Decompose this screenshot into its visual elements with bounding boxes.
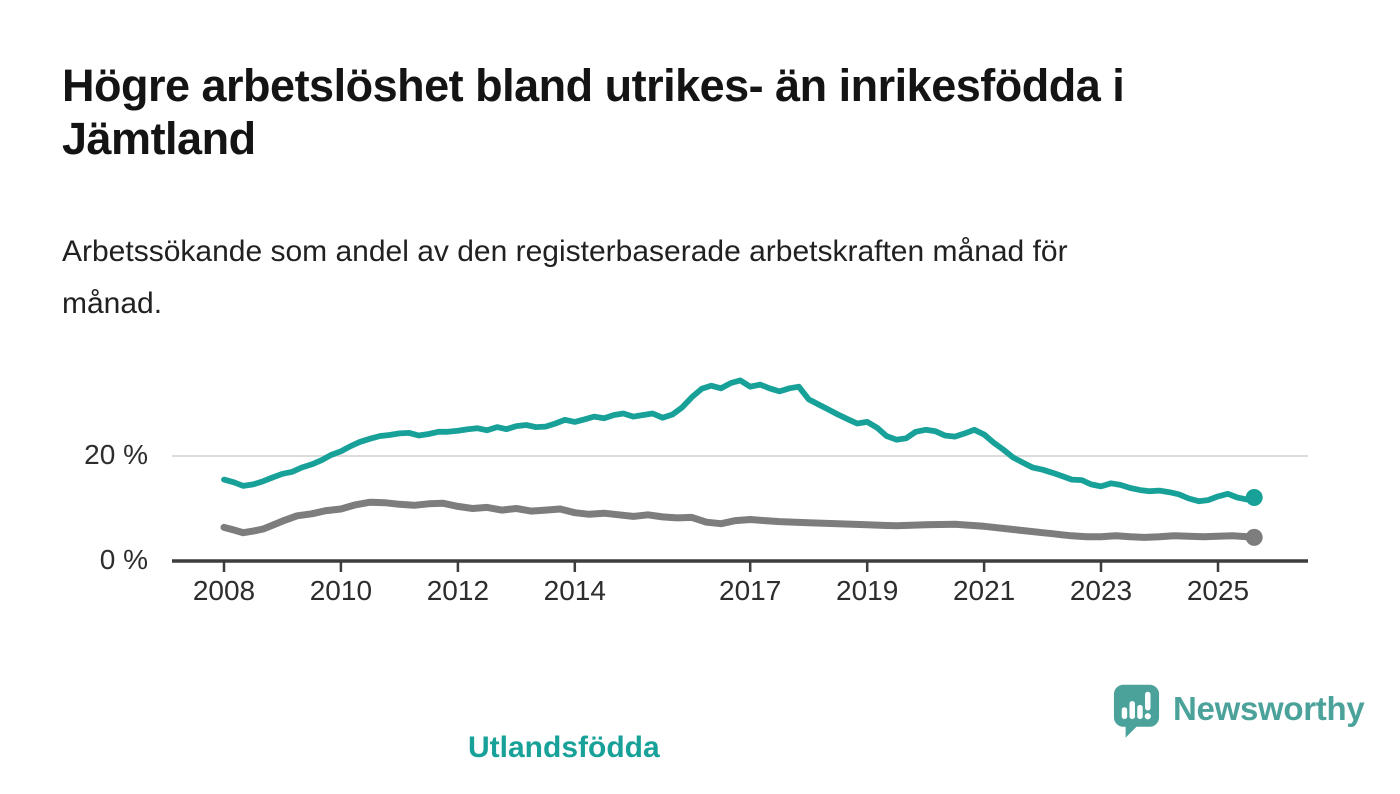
x-axis-tick-label: 2014 [543, 575, 606, 606]
newsworthy-logo-text: Newsworthy [1173, 690, 1365, 727]
newsworthy-branding: Newsworthy [1113, 684, 1365, 740]
x-axis-tick-label: 2019 [836, 575, 899, 606]
x-axis-tick-label: 2008 [192, 575, 256, 606]
chart-subtitle: Arbetssökande som andel av den registerb… [62, 235, 1068, 320]
y-axis-tick-label: 0 % [99, 544, 148, 575]
utlandsfodda-line [221, 377, 1258, 505]
logo-exclamation-dot [1144, 713, 1151, 720]
x-axis-tick-label: 2023 [1069, 575, 1133, 606]
x-axis-tick-label: 2021 [952, 575, 1016, 606]
x-axis-tick-label: 2017 [719, 575, 782, 606]
logo-bar-3 [1137, 705, 1143, 719]
y-axis-tick-label: 20 % [84, 439, 148, 470]
line-chart: 2008 2010 2012 2014 2017 2019 2021 2023 2025 0 % 2… [0, 350, 1400, 764]
x-axis-tick-label: 2010 [309, 575, 373, 606]
series-label-utlandsfodda: Utlandsfödda [468, 731, 660, 764]
logo-bar-1 [1121, 707, 1128, 719]
total-line [220, 498, 1258, 541]
total-endpoint-dot [1245, 528, 1263, 546]
x-axis-tick-label: 2025 [1186, 575, 1250, 606]
utlandsfodda-endpoint-dot [1245, 489, 1263, 506]
logo-bar-2 [1129, 701, 1135, 719]
x-axis-tick-label: 2012 [426, 575, 490, 606]
chart-title: Högre arbetslöshet bland utrikes- än inr… [62, 60, 1125, 164]
logo-exclamation-bar [1145, 691, 1151, 711]
newsworthy-logo-icon [1113, 684, 1160, 738]
